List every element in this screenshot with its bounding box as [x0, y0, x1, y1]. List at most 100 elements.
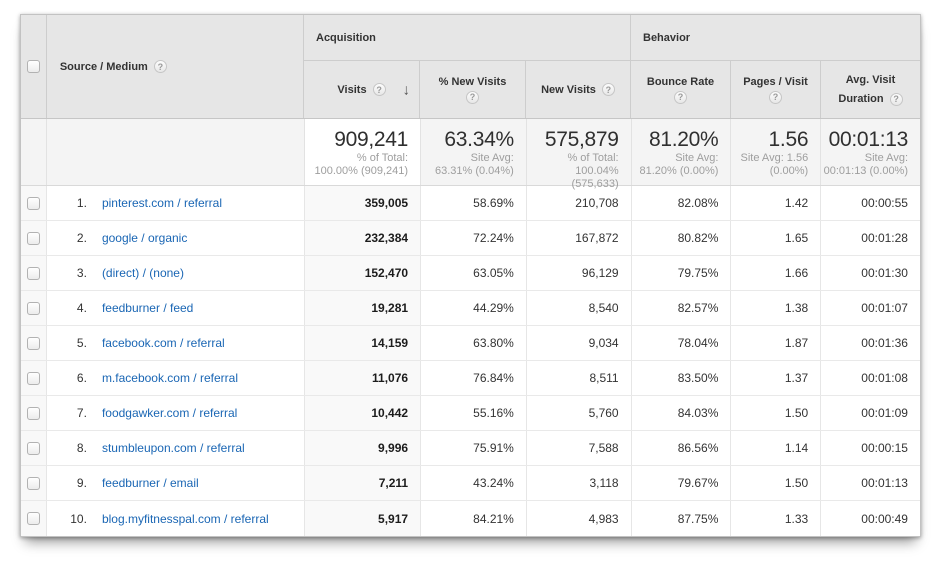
source-medium-link[interactable]: feedburner / email [101, 476, 199, 490]
totals-pages-value: 1.56 [768, 128, 809, 151]
row-checkbox[interactable] [26, 371, 40, 385]
pages-visit-value: 1.50 [731, 466, 822, 500]
source-medium-link[interactable]: blog.myfitnesspal.com / referral [101, 511, 269, 526]
row-number: 9. [76, 476, 87, 490]
new-visits-value: 4,983 [527, 501, 632, 536]
avg-duration-label-bottom: Duration [838, 93, 884, 105]
source-medium-label: Source / Medium [59, 60, 148, 73]
column-header-avg-visit-duration[interactable]: Avg. Visit Duration ? [821, 61, 920, 118]
new-visits-value: 9,034 [527, 326, 632, 360]
row-checkbox-cell[interactable] [21, 256, 47, 290]
column-header-row: Visits ? ↓ % New Visits ? New Visits ? [304, 61, 920, 118]
new-visits-value: 167,872 [527, 221, 632, 255]
row-checkbox-cell[interactable] [21, 326, 47, 360]
table-row: 8. stumbleupon.com / referral 9,996 75.9… [21, 431, 920, 466]
pages-visit-label: Pages / Visit [743, 75, 808, 88]
source-cell: 10. blog.myfitnesspal.com / referral [47, 501, 306, 536]
help-icon[interactable]: ? [153, 60, 167, 73]
visits-value: 10,442 [305, 396, 422, 430]
totals-bounce-sub1: Site Avg: [675, 152, 719, 164]
totals-checkbox-spacer [21, 119, 47, 185]
table-row: 5. facebook.com / referral 14,159 63.80%… [21, 326, 920, 361]
row-checkbox-cell[interactable] [21, 431, 47, 465]
column-header-bounce-rate[interactable]: Bounce Rate ? [631, 61, 731, 118]
table-row: 3. (direct) / (none) 152,470 63.05% 96,1… [21, 256, 920, 291]
row-checkbox[interactable] [26, 512, 40, 525]
row-checkbox[interactable] [26, 441, 40, 455]
new-visits-value: 3,118 [527, 466, 632, 500]
totals-pct-new-visits: 63.34% Site Avg: 63.31% (0.04%) [421, 119, 527, 185]
column-header-source-medium[interactable]: Source / Medium ? [47, 15, 304, 118]
source-medium-link[interactable]: stumbleupon.com / referral [101, 441, 245, 455]
group-header-row: Acquisition Behavior [304, 15, 920, 61]
row-checkbox[interactable] [26, 266, 40, 280]
pct-new-visits-value: 84.21% [421, 501, 527, 536]
row-checkbox[interactable] [26, 406, 40, 420]
source-medium-link[interactable]: google / organic [101, 231, 188, 245]
help-icon[interactable]: ? [889, 92, 903, 106]
pct-new-visits-value: 55.16% [421, 396, 527, 430]
source-medium-link[interactable]: foodgawker.com / referral [101, 406, 238, 420]
totals-new-visits-value: 575,879 [544, 128, 619, 151]
totals-visits-sub2: 100.00% (909,241) [314, 165, 409, 177]
table-body: 1. pinterest.com / referral 359,005 58.6… [21, 186, 920, 536]
source-cell: 2. google / organic [47, 221, 306, 255]
totals-new-visits: 575,879 % of Total: 100.04% (575,633) [527, 119, 632, 190]
help-icon[interactable]: ? [372, 83, 386, 96]
help-icon[interactable]: ? [769, 90, 782, 104]
row-checkbox-cell[interactable] [21, 466, 47, 500]
help-icon[interactable]: ? [601, 83, 615, 96]
visits-value: 11,076 [305, 361, 422, 395]
bounce-rate-value: 78.04% [632, 326, 732, 360]
row-checkbox-cell[interactable] [21, 396, 47, 430]
avg-duration-value: 00:01:07 [861, 301, 908, 315]
row-number: 10. [70, 511, 87, 526]
row-checkbox-cell[interactable] [21, 501, 47, 536]
avg-duration-value: 00:01:36 [861, 336, 908, 350]
table-row: 6. m.facebook.com / referral 11,076 76.8… [21, 361, 920, 396]
row-checkbox-cell[interactable] [21, 186, 47, 220]
totals-visits-value: 909,241 [334, 128, 409, 151]
totals-bounce-sub2: 81.20% (0.00%) [639, 165, 719, 177]
avg-duration-value: 00:01:08 [861, 371, 908, 385]
pages-visit-value: 1.50 [731, 396, 822, 430]
column-header-visits[interactable]: Visits ? ↓ [304, 61, 420, 118]
metric-headers: Acquisition Behavior Visits ? ↓ % New Vi… [304, 15, 920, 118]
visits-value: 359,005 [305, 186, 422, 220]
table-row: 1. pinterest.com / referral 359,005 58.6… [21, 186, 920, 221]
row-checkbox[interactable] [26, 196, 40, 210]
sort-descending-icon[interactable]: ↓ [402, 81, 411, 98]
row-checkbox-cell[interactable] [21, 221, 47, 255]
source-medium-link[interactable]: feedburner / feed [101, 301, 194, 315]
row-checkbox-cell[interactable] [21, 361, 47, 395]
column-header-pages-visit[interactable]: Pages / Visit ? [731, 61, 821, 118]
visits-value: 9,996 [305, 431, 422, 465]
row-checkbox[interactable] [26, 476, 40, 490]
table-row: 10. blog.myfitnesspal.com / referral 5,9… [21, 501, 920, 536]
row-checkbox[interactable] [26, 231, 40, 245]
row-checkbox[interactable] [26, 336, 40, 350]
row-number: 6. [76, 371, 87, 385]
row-number: 7. [76, 406, 87, 420]
help-icon[interactable]: ? [674, 90, 687, 104]
source-medium-link[interactable]: pinterest.com / referral [101, 196, 222, 210]
column-header-pct-new-visits[interactable]: % New Visits ? [420, 61, 526, 118]
row-number: 1. [76, 196, 87, 210]
source-medium-link[interactable]: (direct) / (none) [101, 266, 184, 280]
column-header-new-visits[interactable]: New Visits ? [526, 61, 631, 118]
select-all-cell[interactable] [21, 15, 47, 118]
visits-value: 152,470 [305, 256, 422, 290]
row-checkbox-cell[interactable] [21, 291, 47, 325]
row-checkbox[interactable] [26, 301, 40, 315]
row-number: 5. [76, 336, 87, 350]
select-all-checkbox[interactable] [26, 60, 40, 73]
avg-duration-value: 00:00:49 [861, 511, 908, 526]
source-medium-link[interactable]: m.facebook.com / referral [101, 371, 238, 385]
avg-duration-value: 00:01:09 [861, 406, 908, 420]
totals-duration-sub1: Site Avg: [864, 152, 908, 164]
source-medium-link[interactable]: facebook.com / referral [101, 336, 225, 350]
pct-new-visits-value: 58.69% [421, 186, 527, 220]
help-icon[interactable]: ? [466, 90, 479, 104]
visits-value: 7,211 [305, 466, 422, 500]
avg-duration-value: 00:00:15 [861, 441, 908, 455]
